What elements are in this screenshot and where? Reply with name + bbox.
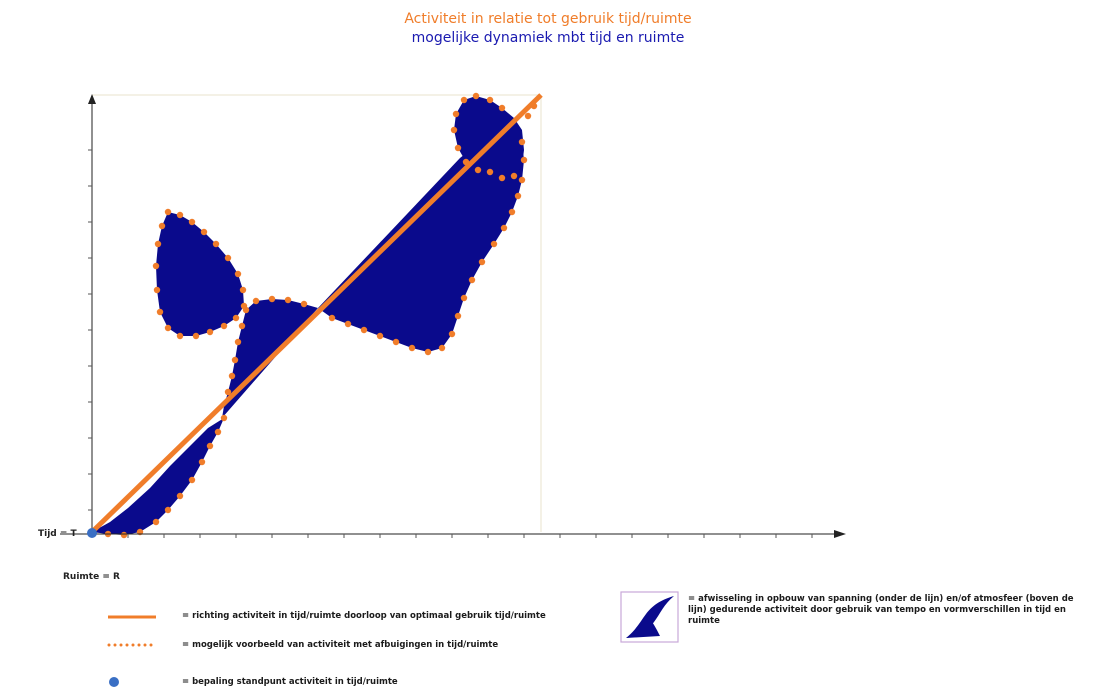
- shape-bottom-lobe: [92, 418, 224, 535]
- legend-wave-symbol: [626, 596, 674, 638]
- x-axis-label: Ruimte = R: [63, 572, 120, 582]
- legend-dotted-symbol: [107, 643, 153, 647]
- diagram-subtitle: mogelijke dynamiek mbt tijd en ruimte: [411, 30, 685, 46]
- legend-wave-symbol-lower: [626, 616, 660, 638]
- y-axis-arrow: [88, 94, 96, 104]
- y-axis-ticks: [88, 149, 92, 511]
- shape-left-lobe: [156, 212, 244, 336]
- shape-top-lobe: [454, 96, 524, 178]
- x-axis-arrow: [834, 530, 846, 538]
- origin-standpoint-dot: [87, 528, 97, 538]
- legend-dot-symbol: [109, 677, 119, 687]
- legend-dotted-text: = mogelijk voorbeeld van activiteit met …: [182, 640, 499, 650]
- y-axis-label: Tijd = T: [38, 529, 77, 539]
- dotted-outline: [104, 92, 538, 539]
- legend-line-text: = richting activiteit in tijd/ruimte doo…: [182, 611, 546, 621]
- legend-wave-text: = afwisseling in opbouw van spanning (on…: [688, 594, 1074, 626]
- optimal-direction-line: [90, 93, 543, 534]
- legend-dot-text: = bepaling standpunt activiteit in tijd/…: [182, 677, 398, 687]
- diagram-title: Activiteit in relatie tot gebruik tijd/r…: [404, 11, 692, 27]
- x-axis-ticks: [127, 534, 813, 538]
- shape-right-lobe: [318, 118, 524, 352]
